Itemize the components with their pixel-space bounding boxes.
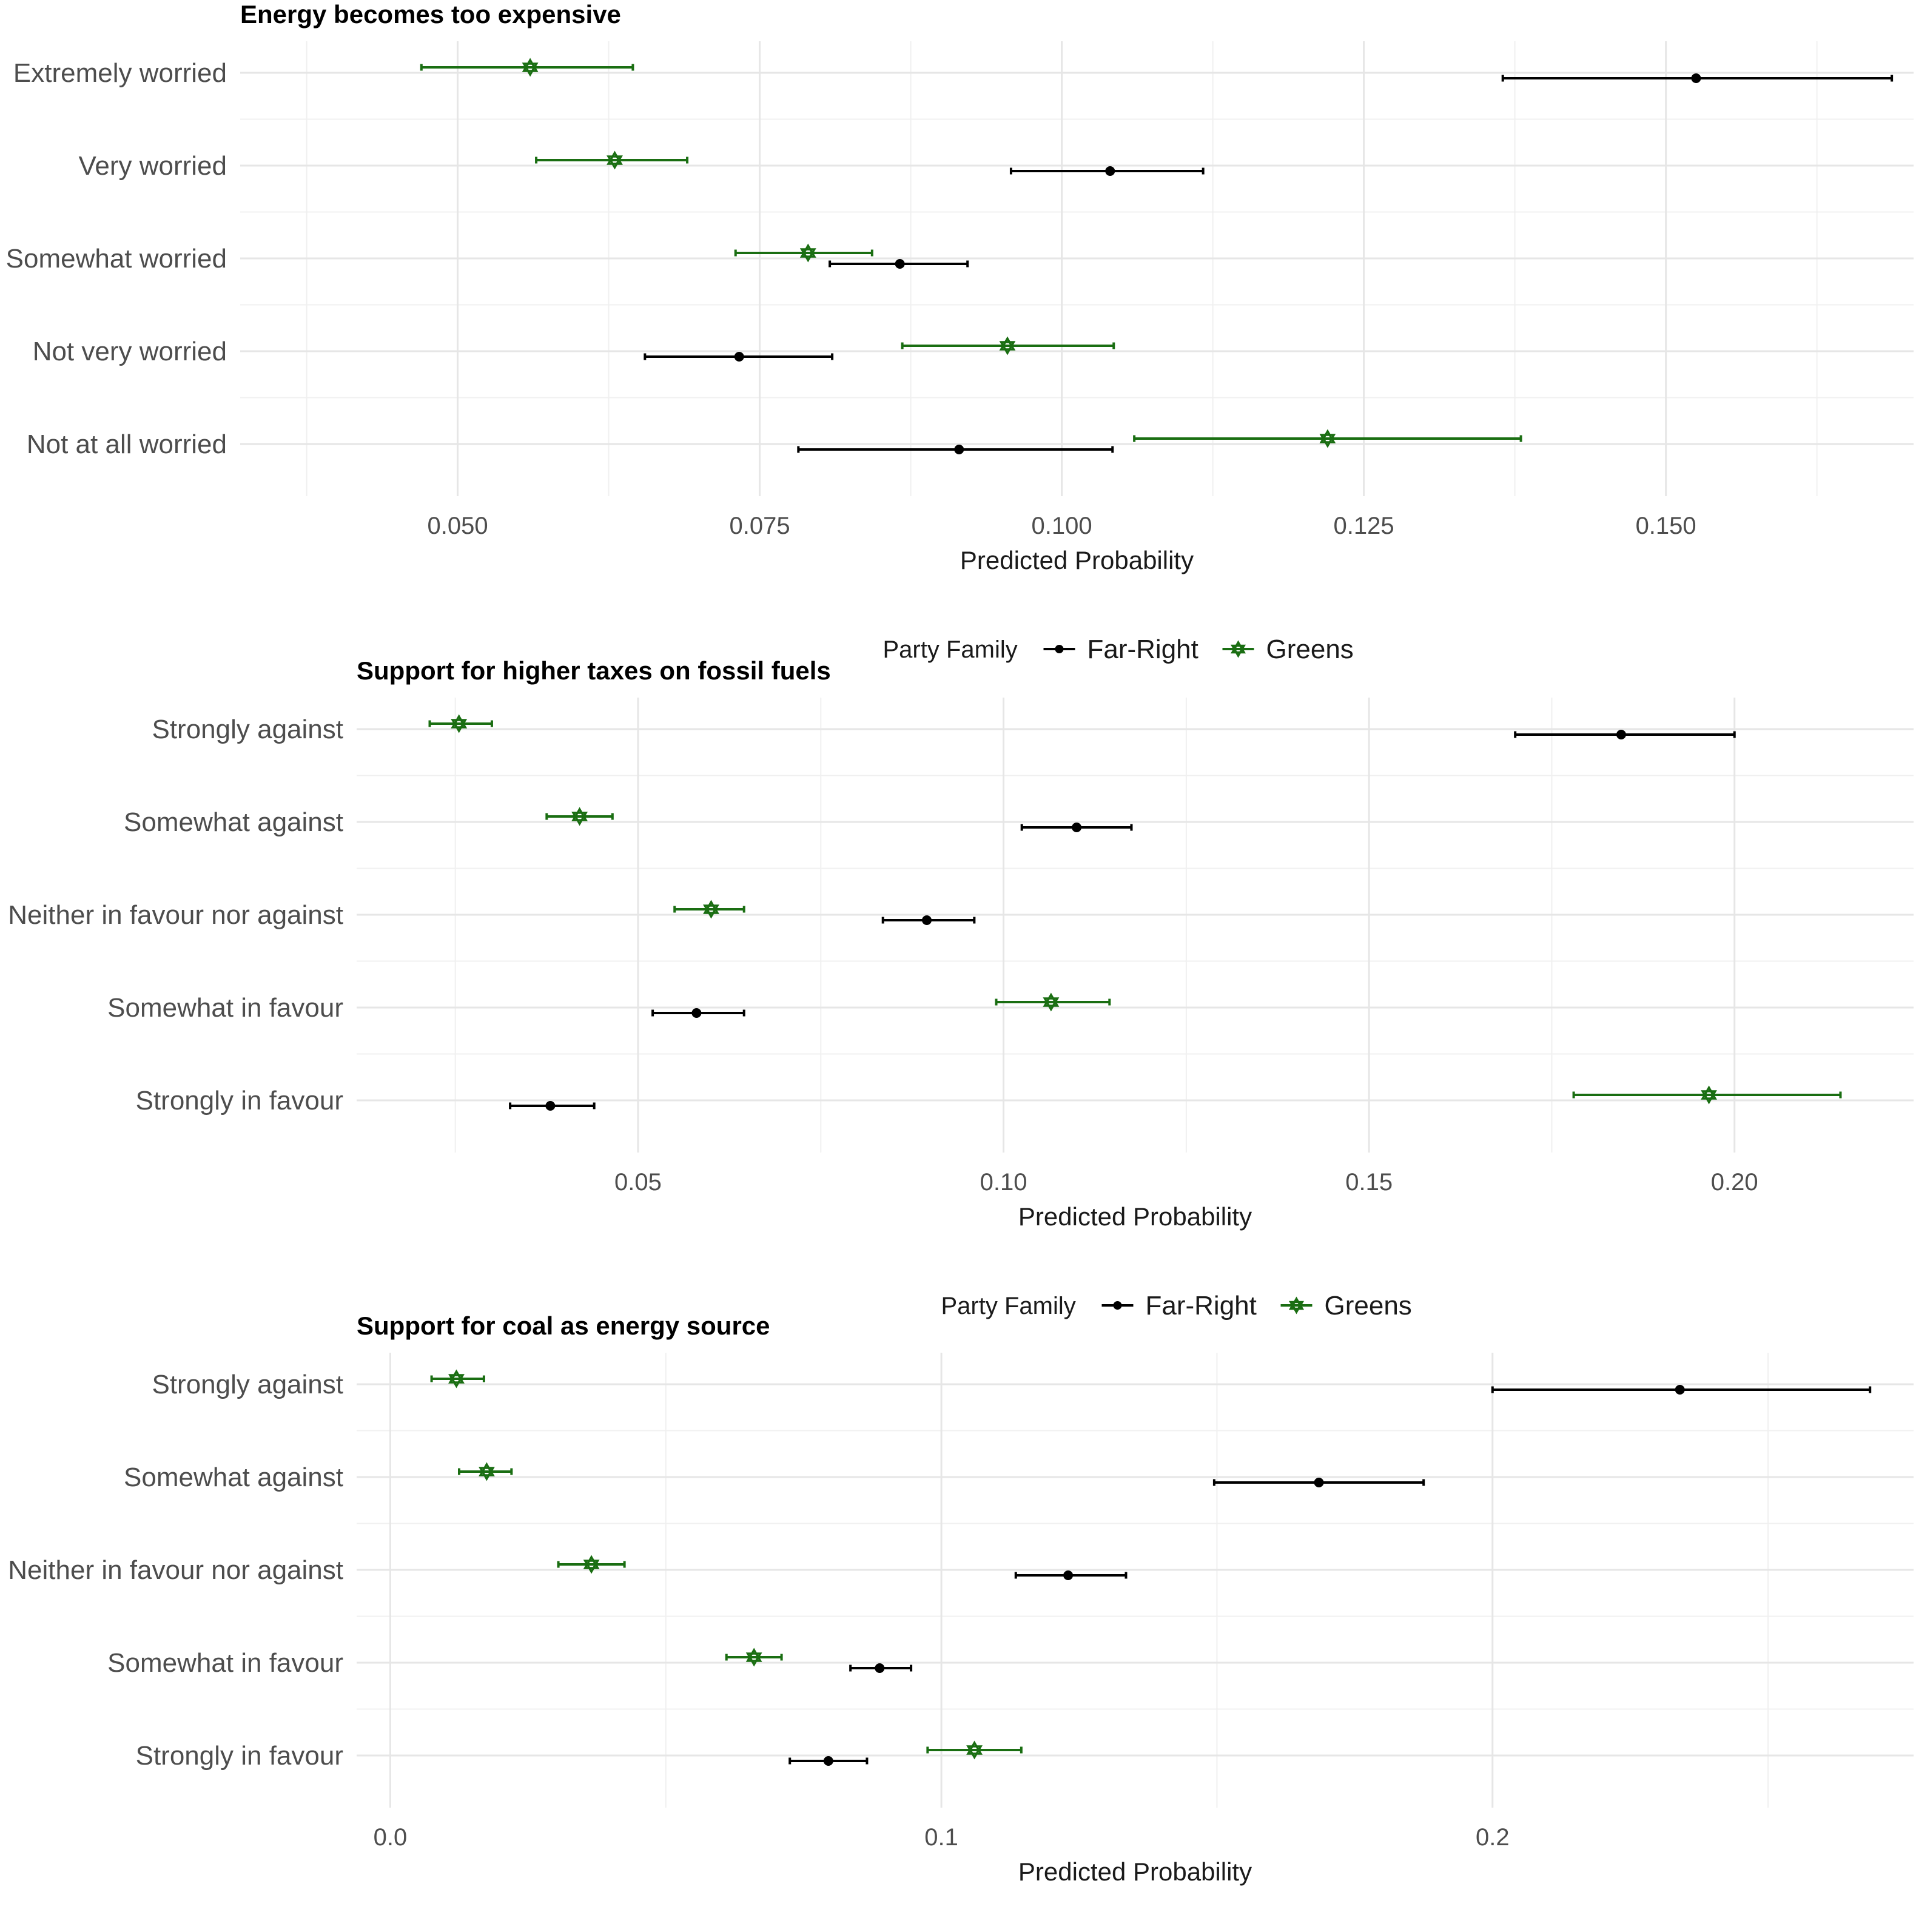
legend-key-greens-point <box>1230 640 1246 658</box>
point-far-right <box>1691 73 1701 83</box>
point-far-right <box>823 1756 833 1766</box>
point-greens <box>1701 1085 1717 1105</box>
category-label: Somewhat in favour <box>107 1648 343 1678</box>
panel-1: Energy becomes too expensive Extremely wo… <box>6 0 1914 664</box>
point-far-right <box>1675 1385 1685 1395</box>
category-label: Somewhat against <box>124 1462 343 1492</box>
x-tick-label: 0.150 <box>1636 513 1696 539</box>
x-tick-label: 0.075 <box>730 513 790 539</box>
category-label: Strongly in favour <box>136 1741 343 1771</box>
point-far-right <box>545 1101 556 1111</box>
point-far-right <box>895 259 905 269</box>
category-label: Very worried <box>78 151 227 181</box>
category-label: Somewhat against <box>124 807 343 837</box>
category-label: Somewhat in favour <box>107 993 343 1023</box>
series-far-right <box>788 1385 1872 1766</box>
point-greens <box>999 336 1016 355</box>
point-far-right <box>1063 1570 1074 1580</box>
x-tick-label: 0.1 <box>924 1824 958 1851</box>
point-far-right <box>922 915 932 925</box>
point-greens <box>799 243 816 263</box>
x-tick-label: 0.125 <box>1334 513 1394 539</box>
x-tick-label: 0.05 <box>614 1169 662 1196</box>
category-label: Not very worried <box>33 337 227 366</box>
x-tick-label: 0.0 <box>374 1824 408 1851</box>
point-greens <box>479 1462 495 1481</box>
x-tick-label: 0.20 <box>1711 1169 1758 1196</box>
category-label: Neither in favour nor against <box>8 900 343 930</box>
legend-key-far-right-point <box>1113 1301 1122 1310</box>
point-greens <box>607 150 623 170</box>
point-greens <box>583 1555 600 1574</box>
category-label: Somewhat worried <box>6 244 227 274</box>
point-greens <box>1043 992 1060 1012</box>
point-greens <box>571 807 588 826</box>
legend-label-far-right: Far-Right <box>1087 634 1198 664</box>
series-far-right <box>509 730 1736 1111</box>
point-far-right <box>691 1008 702 1018</box>
legend-title: Party Family <box>941 1293 1076 1319</box>
grid <box>357 1353 1914 1808</box>
legend-key-far-right-point <box>1055 645 1064 653</box>
category-label: Not at all worried <box>27 429 227 459</box>
category-label: Extremely worried <box>13 58 227 88</box>
point-far-right <box>734 352 744 362</box>
point-greens <box>966 1740 983 1760</box>
category-label: Neither in favour nor against <box>8 1555 343 1585</box>
point-far-right <box>1105 166 1115 176</box>
series-far-right <box>644 73 1894 454</box>
category-label: Strongly against <box>152 1370 343 1399</box>
legend-key-greens-point <box>1288 1296 1305 1314</box>
x-tick-label: 0.10 <box>980 1169 1027 1196</box>
legend-label-far-right: Far-Right <box>1146 1291 1257 1321</box>
x-tick-label: 0.050 <box>428 513 488 539</box>
legend: Party Family Far-Right Greens <box>941 1291 1412 1321</box>
panel-2: Support for higher taxes on fossil fuels… <box>8 656 1914 1321</box>
x-axis-title: Predicted Probability <box>1018 1857 1252 1886</box>
x-tick-label: 0.2 <box>1476 1824 1510 1851</box>
point-greens <box>522 58 539 77</box>
panel-3: Support for coal as energy source Strongl… <box>8 1311 1914 1886</box>
grid <box>357 698 1914 1153</box>
point-greens <box>1319 429 1336 448</box>
panel-title: Energy becomes too expensive <box>240 0 621 29</box>
point-far-right <box>954 445 964 454</box>
x-axis-title: Predicted Probability <box>1018 1202 1252 1231</box>
panel-title: Support for coal as energy source <box>357 1311 770 1340</box>
point-far-right <box>1072 823 1082 832</box>
category-label: Strongly against <box>152 715 343 744</box>
series-greens <box>420 58 1522 448</box>
legend-label-greens: Greens <box>1266 634 1354 664</box>
series-greens <box>428 714 1842 1105</box>
series-greens <box>430 1369 1023 1760</box>
panel-title: Support for higher taxes on fossil fuels <box>357 656 831 685</box>
grid <box>240 41 1914 496</box>
point-greens <box>703 900 719 919</box>
point-greens <box>448 1369 465 1388</box>
category-label: Strongly in favour <box>136 1086 343 1116</box>
point-far-right <box>1314 1478 1324 1487</box>
point-greens <box>745 1648 762 1667</box>
x-tick-label: 0.15 <box>1345 1169 1393 1196</box>
point-far-right <box>875 1663 885 1673</box>
x-tick-label: 0.100 <box>1032 513 1092 539</box>
x-axis-title: Predicted Probability <box>960 546 1194 574</box>
point-greens <box>451 714 468 733</box>
legend: Party Family Far-Right Greens <box>883 634 1354 664</box>
point-far-right <box>1616 730 1626 739</box>
legend-label-greens: Greens <box>1325 1291 1412 1321</box>
legend-title: Party Family <box>883 636 1018 663</box>
